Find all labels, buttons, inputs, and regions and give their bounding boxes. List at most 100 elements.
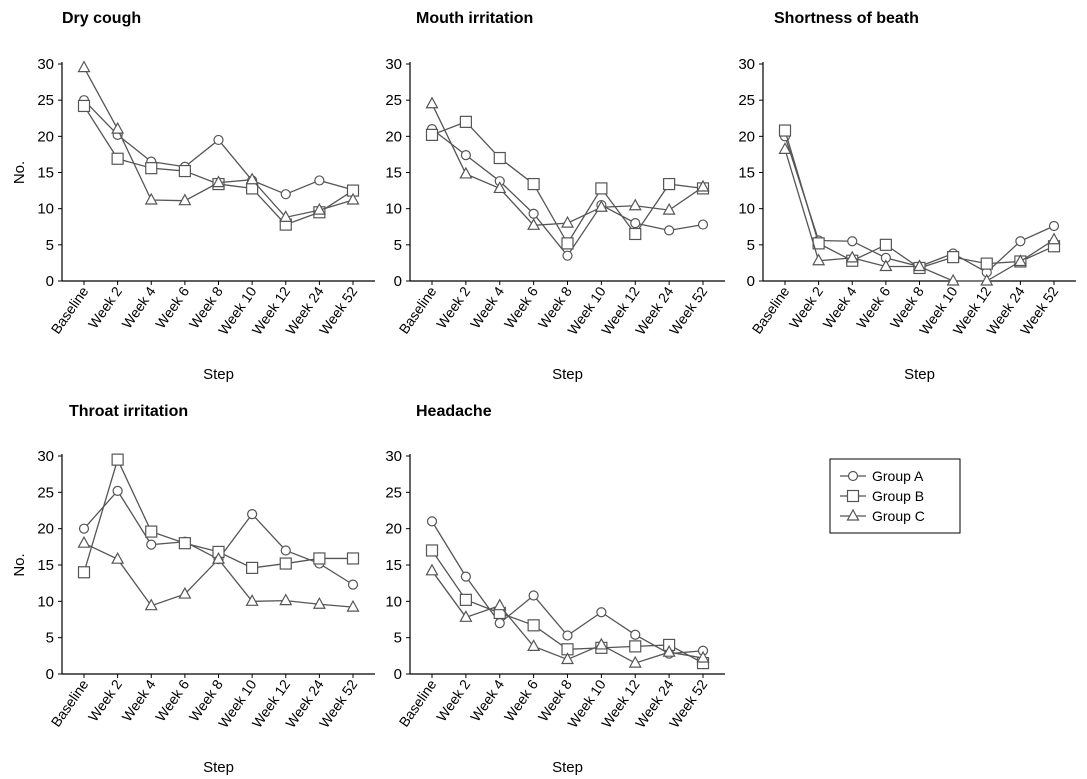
panel-2-data-point — [947, 251, 960, 264]
panel-4-series-0 — [426, 516, 709, 659]
panel-3-series-1 — [77, 453, 360, 579]
panel-3-data-point — [77, 535, 91, 548]
legend-label: Group A — [872, 468, 924, 484]
panel-3-xtick-label: Week 2 — [85, 676, 125, 724]
panel-3-ytick-label: 15 — [37, 557, 54, 574]
panel-3-data-point — [279, 557, 292, 570]
panel-2-series-line — [784, 136, 1055, 274]
panel-3-xtick-label: Week 4 — [119, 676, 159, 724]
panel-1-data-point — [460, 150, 471, 161]
panel-0-data-point — [314, 175, 325, 186]
panel-2-xlabel: Step — [904, 366, 935, 383]
panel-3-title: Throat irritation — [69, 403, 188, 420]
panel-1-data-point — [697, 219, 709, 230]
panel-2: Shortness of beath051015202530BaselineWe… — [738, 10, 1076, 383]
panel-0-xtick-label: Week 4 — [119, 283, 159, 331]
legend-label: Group C — [872, 508, 925, 524]
panel-1: Mouth irritation051015202530BaselineWeek… — [385, 10, 725, 383]
panel-1-data-point — [527, 177, 540, 191]
panel-3-data-point — [280, 545, 291, 556]
panel-2-data-point — [879, 259, 893, 272]
panel-1-series-1 — [425, 115, 710, 250]
panel-3-data-point — [178, 586, 192, 599]
panel-2-xtick-label: Week 6 — [853, 283, 893, 331]
panel-0-data-point — [144, 192, 158, 205]
panel-3-data-point — [313, 552, 326, 565]
panel-4-data-point — [425, 544, 439, 557]
panel-1-ytick-label: 15 — [385, 165, 402, 182]
panel-4-data-point — [630, 629, 641, 640]
panel-0-data-point — [280, 189, 291, 200]
panel-0-ytick-label: 20 — [37, 128, 54, 145]
panel-1-data-point — [663, 177, 676, 191]
panel-4-data-point — [562, 630, 573, 641]
panel-4-data-point — [527, 619, 540, 632]
panel-3-data-point — [111, 453, 124, 466]
panel-1-data-point — [630, 218, 641, 229]
panel-3-xtick-label: Week 6 — [152, 676, 192, 724]
panel-4-data-point — [528, 590, 539, 601]
panel-1-data-point — [696, 179, 710, 192]
panel-1-data-point — [459, 166, 473, 179]
panel-2-data-point — [1015, 236, 1026, 247]
panel-4-ytick-label: 20 — [385, 521, 402, 538]
panel-1-ytick-label: 5 — [394, 237, 402, 254]
panel-0-xlabel: Step — [203, 366, 234, 383]
panel-0-data-point — [111, 152, 124, 165]
panel-1-data-point — [561, 237, 574, 250]
panel-3-xlabel: Step — [203, 759, 234, 776]
panel-2-ytick-label: 5 — [747, 237, 755, 254]
panel-2-ytick-label: 20 — [738, 128, 755, 145]
panel-0-title: Dry cough — [62, 10, 141, 27]
panel-0-data-point — [145, 162, 158, 175]
panel-2-data-point — [847, 236, 858, 247]
panel-0-data-point — [245, 172, 259, 185]
panel-3-series-line — [83, 489, 354, 586]
panel-4-ytick-label: 0 — [394, 666, 402, 683]
panel-1-data-point — [664, 225, 675, 236]
panel-4-series-1 — [425, 544, 710, 670]
panel-1-xtick-label: Week 2 — [433, 283, 473, 331]
panel-0-data-point — [213, 134, 224, 146]
panel-4-data-point — [459, 610, 473, 622]
panel-0-data-point — [178, 193, 192, 206]
panel-2-data-point — [1013, 254, 1027, 267]
panel-4-data-point — [426, 516, 438, 527]
panel-3-data-point — [312, 596, 326, 609]
panel-3-data-point — [245, 594, 259, 606]
panel-1-series-line — [431, 128, 704, 257]
panel-4-data-point — [460, 571, 471, 582]
panel-3-ytick-label: 0 — [46, 666, 54, 683]
panel-3-data-point — [77, 566, 91, 579]
panel-4-data-point — [696, 650, 710, 663]
panel-4-xtick-label: Week 4 — [467, 676, 507, 724]
panel-2-series-1 — [778, 124, 1061, 275]
panel-3-series-0 — [78, 485, 359, 590]
panel-3-xtick-label: Baseline — [48, 676, 92, 729]
panel-3-data-point — [346, 552, 360, 565]
panel-0-series-line — [83, 105, 354, 226]
panel-0-data-point — [211, 175, 226, 188]
panel-4-title: Headache — [416, 403, 492, 420]
panel-3-ytick-label: 10 — [37, 593, 54, 610]
panel-2-ytick-label: 10 — [738, 201, 755, 218]
panel-2-ytick-label: 30 — [738, 56, 755, 73]
panel-3-data-point — [145, 525, 158, 538]
panel-1-data-point — [528, 208, 539, 219]
panel-0-xtick-label: Week 2 — [85, 283, 125, 331]
panel-2-xtick-label: Baseline — [749, 283, 793, 336]
legend-label: Group B — [872, 488, 924, 504]
panel-0-ytick-label: 15 — [37, 165, 54, 182]
panel-0-data-point — [312, 202, 326, 215]
panel-4-ytick-label: 25 — [385, 484, 402, 501]
panel-3-data-point — [112, 485, 123, 496]
panel-3-data-point — [347, 579, 359, 590]
panel-0-data-point — [279, 210, 293, 222]
panel-1-ytick-label: 25 — [385, 92, 402, 109]
panel-2-series-0 — [779, 131, 1060, 278]
panel-2-data-point — [778, 124, 792, 137]
panel-3-data-point — [246, 561, 259, 575]
panel-1-data-point — [527, 218, 541, 230]
